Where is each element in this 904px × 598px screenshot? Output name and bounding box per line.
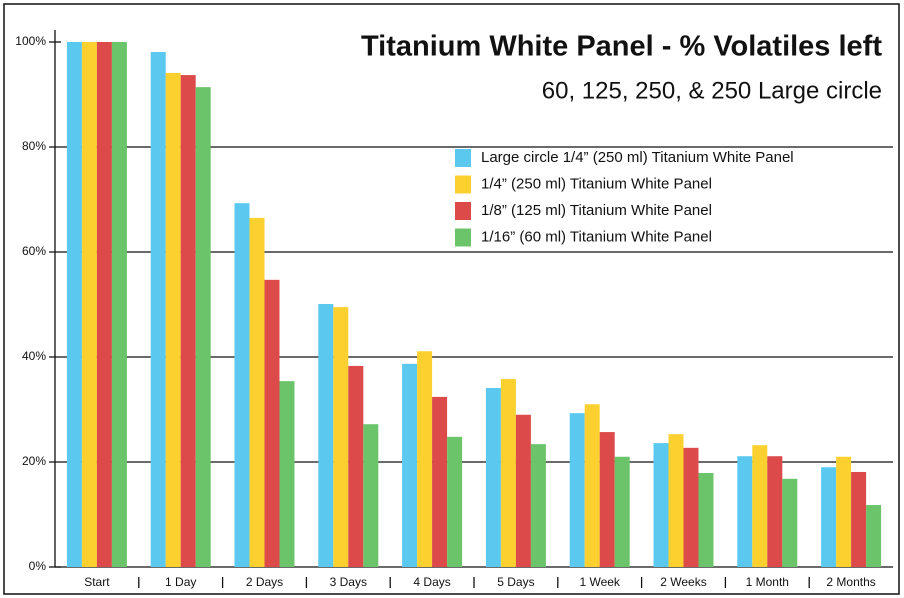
- y-tick-label: 60%: [22, 244, 46, 258]
- legend-swatch: [455, 202, 471, 220]
- bar: [234, 203, 250, 568]
- bar: [333, 307, 349, 567]
- x-tick-label: 1 Month: [746, 575, 789, 589]
- x-tick-label: 2 Days: [246, 575, 283, 589]
- y-tick-label: 100%: [15, 34, 46, 48]
- y-tick-label: 80%: [22, 139, 46, 153]
- legend-swatch: [455, 228, 471, 247]
- bar: [500, 379, 516, 567]
- bar: [432, 396, 448, 567]
- legend-swatch: [455, 175, 471, 194]
- bar: [584, 404, 600, 567]
- bar: [683, 447, 699, 567]
- bar: [150, 51, 166, 568]
- legend-label: 1/8” (125 ml) Titanium White Panel: [481, 202, 712, 219]
- legend-label: 1/4” (250 ml) Titanium White Panel: [481, 175, 712, 192]
- x-tick-label: 1 Week: [579, 575, 620, 589]
- legend-swatch: [455, 149, 471, 167]
- bar: [851, 471, 867, 567]
- bar: [264, 279, 280, 567]
- bar: [165, 72, 181, 567]
- bar: [279, 381, 295, 567]
- bar: [195, 87, 211, 568]
- bar: [866, 505, 882, 567]
- legend-label: Large circle 1/4” (250 ml) Titanium Whit…: [481, 149, 794, 166]
- chart-subtitle: 60, 125, 250, & 250 Large circle: [542, 77, 882, 104]
- bar: [767, 456, 783, 567]
- x-tick-label: 2 Months: [826, 575, 875, 589]
- bar: [363, 424, 379, 567]
- bar: [752, 445, 768, 567]
- bar: [111, 42, 127, 567]
- bar: [249, 217, 265, 567]
- bar: [318, 303, 334, 567]
- y-tick-label: 40%: [22, 349, 46, 363]
- y-tick-label: 0%: [29, 559, 47, 573]
- x-tick-label: 2 Weeks: [660, 575, 706, 589]
- legend-label: 1/16” (60 ml) Titanium White Panel: [481, 228, 712, 245]
- bar: [737, 456, 753, 567]
- x-tick-label: 4 Days: [413, 575, 450, 589]
- bar: [668, 434, 684, 567]
- bar: [569, 413, 585, 567]
- y-tick-label: 20%: [22, 454, 46, 468]
- bar: [96, 42, 112, 567]
- bar: [81, 42, 97, 567]
- bar: [614, 456, 630, 567]
- bar: [417, 351, 433, 567]
- bar: [180, 75, 196, 567]
- chart-title: Titanium White Panel - % Volatiles left: [361, 31, 882, 63]
- x-tick-label: 5 Days: [497, 575, 534, 589]
- bar: [515, 414, 531, 567]
- bar: [782, 478, 798, 567]
- bar: [66, 42, 82, 567]
- bar: [402, 363, 418, 567]
- x-tick-label: Start: [84, 575, 110, 589]
- bar: [485, 387, 501, 567]
- bar: [821, 467, 837, 567]
- x-tick-label: 3 Days: [330, 575, 367, 589]
- bar: [698, 473, 714, 567]
- bar: [348, 365, 364, 567]
- bar: [530, 444, 546, 567]
- bar: [836, 456, 852, 567]
- bar: [599, 432, 615, 567]
- bar: [653, 443, 669, 567]
- x-tick-label: 1 Day: [165, 575, 196, 589]
- bar: [447, 436, 463, 567]
